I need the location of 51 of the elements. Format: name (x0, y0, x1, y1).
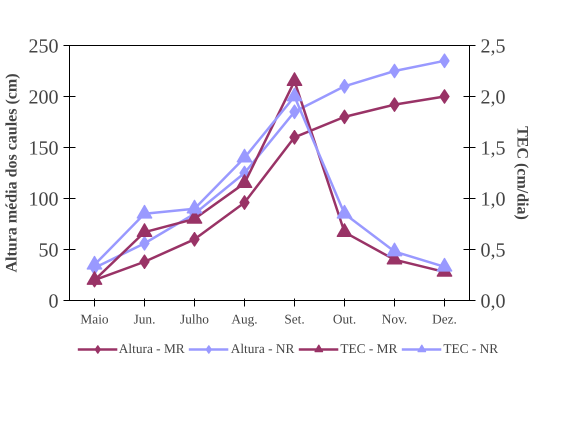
point (286, 87, 302, 102)
y2-tick-label: 1,0 (480, 188, 506, 210)
point (186, 200, 202, 214)
legend-label: Altura - MR (118, 341, 185, 357)
point (439, 53, 450, 68)
x-tick-label: Julho (180, 312, 210, 326)
point (86, 270, 102, 285)
point (289, 130, 300, 145)
point (236, 148, 252, 163)
point (236, 174, 252, 188)
point (136, 204, 152, 219)
y2-axis-title: TEC (cm/dia) (514, 126, 530, 220)
y-tick-label: 100 (28, 188, 58, 210)
point (389, 64, 400, 78)
x-tick-label: Aug. (231, 312, 258, 326)
x-tick-label: Nov. (382, 312, 408, 326)
point (339, 109, 350, 124)
point (339, 78, 350, 94)
legend-label: TEC - MR (340, 341, 398, 357)
y2-tick-label: 2,5 (480, 36, 506, 58)
legend-label: Altura - NR (230, 341, 294, 357)
point (139, 236, 150, 251)
y2-tick-label: 0,0 (480, 290, 506, 312)
point (86, 256, 102, 270)
point (189, 232, 200, 247)
point (136, 223, 152, 237)
y2-tick-label: 1,5 (480, 138, 506, 160)
point (436, 258, 452, 272)
y2-tick-label: 2,0 (480, 86, 506, 108)
point (139, 254, 150, 270)
point (336, 204, 352, 219)
y-tick-label: 50 (38, 240, 58, 262)
point (239, 195, 250, 210)
point (289, 104, 300, 120)
x-tick-label: Dez. (432, 312, 457, 326)
x-tick-label: Jun. (134, 312, 156, 326)
y-tick-label: 200 (28, 86, 58, 108)
y-tick-label: 150 (28, 138, 58, 160)
x-tick-label: Maio (80, 312, 109, 326)
legend-label: TEC - NR (443, 341, 498, 357)
point (389, 97, 400, 112)
x-tick-label: Out. (332, 312, 356, 326)
y-tick-label: 250 (28, 36, 58, 58)
x-tick-label: Set. (284, 312, 305, 326)
point (439, 89, 450, 104)
y-axis-title: Altura média dos caules (cm) (4, 73, 20, 273)
point (336, 223, 352, 237)
point (386, 242, 402, 256)
y2-tick-label: 0,5 (480, 240, 506, 262)
y-tick-label: 0 (48, 290, 58, 312)
point (286, 72, 302, 86)
